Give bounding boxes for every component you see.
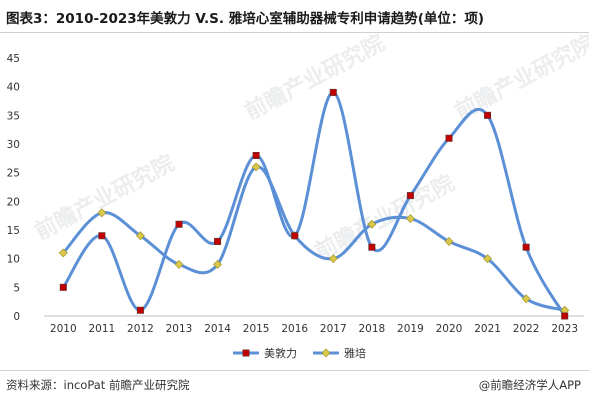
point-1-2014 bbox=[213, 259, 222, 269]
legend-label-0: 美敦力 bbox=[264, 346, 297, 360]
x-tick-label-2022: 2022 bbox=[513, 323, 540, 335]
y-tick-label-20: 20 bbox=[7, 196, 20, 208]
series-line-0 bbox=[62, 90, 567, 317]
footer-divider bbox=[0, 370, 589, 371]
point-1-2021 bbox=[483, 254, 492, 264]
x-tick-label-2023: 2023 bbox=[551, 323, 578, 335]
y-tick-label-5: 5 bbox=[13, 282, 20, 294]
x-tick-label-2018: 2018 bbox=[358, 323, 385, 335]
title-divider bbox=[0, 32, 589, 33]
legend-marker-0 bbox=[242, 349, 250, 357]
y-tick-label-25: 25 bbox=[7, 168, 20, 180]
x-tick-label-2019: 2019 bbox=[397, 323, 424, 335]
legend-label-1: 雅培 bbox=[344, 346, 366, 360]
watermark-2: 前瞻产业研究院 bbox=[31, 150, 179, 245]
point-0-2014 bbox=[214, 237, 222, 245]
x-tick-label-2011: 2011 bbox=[88, 323, 115, 335]
x-tick-label-2016: 2016 bbox=[281, 323, 308, 335]
point-0-2022 bbox=[522, 243, 530, 251]
point-0-2012 bbox=[136, 306, 144, 314]
y-tick-label-45: 45 bbox=[7, 53, 20, 65]
source-note: 资料来源：incoPat 前瞻产业研究院 bbox=[6, 378, 190, 392]
series-line-1 bbox=[62, 165, 566, 312]
point-1-2019 bbox=[406, 214, 415, 223]
watermark-0: 前瞻产业研究院 bbox=[241, 30, 389, 125]
point-1-2011 bbox=[97, 208, 107, 218]
point-0-2013 bbox=[175, 220, 183, 228]
chart-title: 图表3：2010-2023年美敦力 V.S. 雅培心室辅助器械专利申请趋势(单位… bbox=[6, 11, 485, 27]
x-tick-label-2015: 2015 bbox=[243, 323, 270, 335]
legend-marker-1 bbox=[321, 348, 331, 358]
point-1-2012 bbox=[136, 231, 145, 241]
point-1-2018 bbox=[367, 219, 377, 229]
point-0-2019 bbox=[406, 192, 414, 200]
y-tick-label-35: 35 bbox=[7, 110, 20, 122]
x-tick-label-2017: 2017 bbox=[320, 323, 347, 335]
point-0-2016 bbox=[291, 232, 299, 240]
y-tick-label-0: 0 bbox=[13, 311, 20, 323]
point-0-2017 bbox=[329, 88, 337, 96]
x-tick-label-2014: 2014 bbox=[204, 323, 231, 335]
brand-credit: @前瞻经济学人APP bbox=[478, 378, 581, 392]
point-0-2010 bbox=[59, 283, 67, 291]
y-tick-label-15: 15 bbox=[7, 225, 20, 237]
point-1-2013 bbox=[174, 259, 184, 269]
point-0-2020 bbox=[445, 134, 453, 142]
y-tick-label-30: 30 bbox=[7, 139, 20, 151]
point-0-2011 bbox=[98, 232, 106, 240]
point-1-2010 bbox=[58, 248, 68, 258]
x-tick-label-2013: 2013 bbox=[166, 323, 193, 335]
point-0-2021 bbox=[484, 111, 492, 119]
legend: 美敦力 雅培 bbox=[233, 346, 366, 360]
x-tick-label-2021: 2021 bbox=[474, 323, 501, 335]
point-1-2022 bbox=[521, 294, 531, 304]
point-1-2020 bbox=[444, 237, 454, 246]
point-1-2015 bbox=[251, 162, 261, 172]
x-tick-label-2010: 2010 bbox=[50, 323, 77, 335]
axes: 0 5 10 15 20 25 30 35 40 45 2010 2011 2012 2013 2014 20… bbox=[7, 53, 584, 335]
point-1-2017 bbox=[328, 254, 338, 264]
series-layer bbox=[58, 88, 570, 320]
point-0-2018 bbox=[368, 243, 376, 251]
y-tick-label-40: 40 bbox=[7, 82, 20, 94]
y-tick-label-10: 10 bbox=[7, 254, 20, 266]
point-0-2015 bbox=[252, 151, 260, 159]
x-tick-label-2012: 2012 bbox=[127, 323, 154, 335]
point-0-2023 bbox=[561, 312, 569, 320]
x-tick-label-2020: 2020 bbox=[436, 323, 463, 335]
